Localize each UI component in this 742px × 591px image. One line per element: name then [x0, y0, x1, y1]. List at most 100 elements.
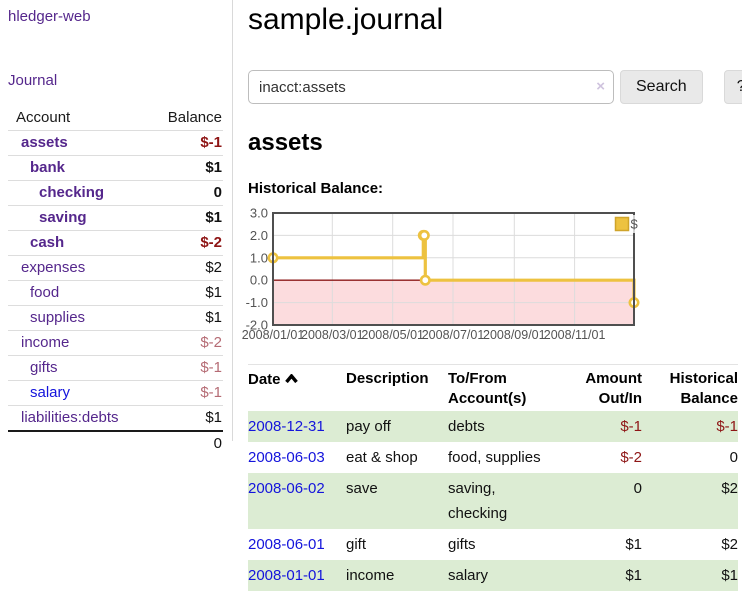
account-balance: $1 [144, 205, 223, 231]
transaction-accounts: food, supplies [448, 449, 541, 466]
account-row-expenses: expenses $2 [8, 255, 223, 281]
account-balance: $2 [144, 255, 223, 281]
account-row-liabilities-debts: liabilities:debts $1 [8, 405, 223, 431]
transaction-accounts: gifts [448, 536, 476, 553]
x-axis-labels: 2008/01/01 2008/03/01 2008/05/01 2008/07… [242, 328, 606, 342]
transaction-balance: 0 [729, 449, 738, 466]
account-row-checking: checking 0 [8, 180, 223, 206]
legend-swatch [614, 216, 630, 232]
transaction-amount: $-2 [620, 449, 642, 466]
transaction-amount: $-1 [620, 418, 642, 435]
transaction-description: income [346, 567, 395, 584]
svg-text:2008/09/01: 2008/09/01 [483, 328, 546, 342]
transaction-date-link[interactable]: 2008-06-03 [248, 449, 325, 466]
account-row-bank: bank $1 [8, 155, 223, 181]
transaction-description: save [346, 480, 378, 497]
transaction-description: eat & shop [346, 449, 418, 466]
account-balance: $1 [144, 155, 223, 181]
account-row-saving: saving $1 [8, 205, 223, 231]
account-balance: $-1 [144, 355, 223, 381]
transaction-balance: $1 [721, 567, 738, 584]
account-row-income: income $-2 [8, 330, 223, 356]
register-header-date-label: Date [248, 371, 281, 388]
account-link-bank[interactable]: bank [30, 159, 66, 176]
app-brand-link[interactable]: hledger-web [8, 8, 91, 25]
transaction-accounts: debts [448, 418, 485, 435]
transaction-balance: $-1 [716, 418, 738, 435]
transaction-accounts: saving, checking [448, 480, 508, 522]
search-input[interactable] [248, 70, 614, 104]
chart-frame [272, 212, 635, 326]
accounts-header-account: Account [16, 109, 71, 126]
accounts-header-balance: Balance [167, 109, 222, 126]
account-row-supplies: supplies $1 [8, 305, 223, 331]
help-button[interactable]: ? [723, 70, 742, 104]
transaction-date-link[interactable]: 2008-12-31 [248, 418, 325, 435]
account-link-assets[interactable]: assets [21, 134, 68, 151]
svg-text:2.0: 2.0 [250, 228, 268, 243]
register-header-description: Description [346, 364, 448, 411]
transaction-date-link[interactable]: 2008-06-01 [248, 536, 325, 553]
account-link-liabilities-debts[interactable]: liabilities:debts [21, 409, 119, 426]
transaction-date-link[interactable]: 2008-06-02 [248, 480, 325, 497]
account-balance: $-2 [144, 330, 223, 356]
svg-text:2008/01/01: 2008/01/01 [242, 328, 305, 342]
register-table: Date Description To/From Account(s) Amou… [248, 364, 738, 591]
account-row-gifts: gifts $-1 [8, 355, 223, 381]
account-link-income[interactable]: income [21, 334, 70, 351]
register-row: 2008-01-01 income salary $1 $1 [248, 560, 738, 591]
account-row-food: food $1 [8, 280, 223, 306]
accounts-table: Account Balance assets $-1 bank $1 check… [8, 107, 223, 456]
register-header-amount: Amount Out/In [554, 364, 642, 411]
account-balance: $-2 [144, 230, 223, 256]
search-button[interactable]: Search [620, 70, 703, 104]
svg-text:2008/07/01: 2008/07/01 [422, 328, 485, 342]
svg-text:0.0: 0.0 [250, 273, 268, 288]
account-link-supplies[interactable]: supplies [30, 309, 86, 326]
svg-text:-1.0: -1.0 [246, 295, 268, 310]
accounts-total-value: 0 [144, 430, 223, 456]
sidebar: hledger-web Journal Account Balance asse… [0, 0, 233, 456]
transaction-balance: $2 [721, 480, 738, 497]
historical-balance-chart[interactable]: $ 3.0 2.0 1.0 0.0 -1.0 -2.0 2008/01/01 2… [242, 206, 648, 344]
account-link-saving[interactable]: saving [39, 209, 87, 226]
chart-legend: $ [611, 215, 639, 233]
account-row-assets: assets $-1 [8, 130, 223, 156]
account-balance: $1 [144, 280, 223, 306]
account-balance: $-1 [144, 380, 223, 406]
account-row-cash: cash $-2 [8, 230, 223, 256]
chart-title: Historical Balance: [248, 180, 384, 197]
transaction-amount: 0 [633, 480, 642, 497]
register-row: 2008-06-01 gift gifts $1 $2 [248, 529, 738, 560]
data-point-markers [267, 229, 640, 309]
account-row-salary: salary $-1 [8, 380, 223, 406]
account-link-cash[interactable]: cash [30, 234, 65, 251]
account-link-food[interactable]: food [30, 284, 60, 301]
transaction-accounts: salary [448, 567, 489, 584]
y-axis-labels: 3.0 2.0 1.0 0.0 -1.0 -2.0 [246, 206, 268, 333]
register-header-date[interactable]: Date [248, 364, 346, 411]
account-balance: $1 [144, 305, 223, 331]
clear-search-icon[interactable]: × [596, 78, 605, 95]
main-content: sample.journal × Search ? assets Histori… [233, 0, 742, 591]
account-balance: $1 [144, 405, 223, 431]
transaction-date-link[interactable]: 2008-01-01 [248, 567, 325, 584]
account-link-salary[interactable]: salary [30, 384, 71, 401]
page-title: sample.journal [248, 3, 444, 36]
search-form: × Search ? [248, 70, 742, 104]
register-header-accounts: To/From Account(s) [448, 364, 554, 411]
register-header-balance: Historical Balance [642, 364, 738, 411]
legend-label: $ [631, 217, 639, 232]
transaction-amount: $1 [625, 567, 642, 584]
register-row: 2008-12-31 pay off debts $-1 $-1 [248, 411, 738, 442]
account-link-gifts[interactable]: gifts [30, 359, 58, 376]
svg-text:3.0: 3.0 [250, 206, 268, 221]
svg-text:2008/05/01: 2008/05/01 [361, 328, 424, 342]
accounts-total-row: 0 [8, 430, 223, 456]
sidebar-item-journal[interactable]: Journal [8, 72, 58, 89]
account-link-expenses[interactable]: expenses [21, 259, 86, 276]
account-heading: assets [248, 129, 323, 156]
sort-ascending-icon [284, 369, 298, 389]
account-link-checking[interactable]: checking [39, 184, 105, 201]
transaction-description: pay off [346, 418, 391, 435]
